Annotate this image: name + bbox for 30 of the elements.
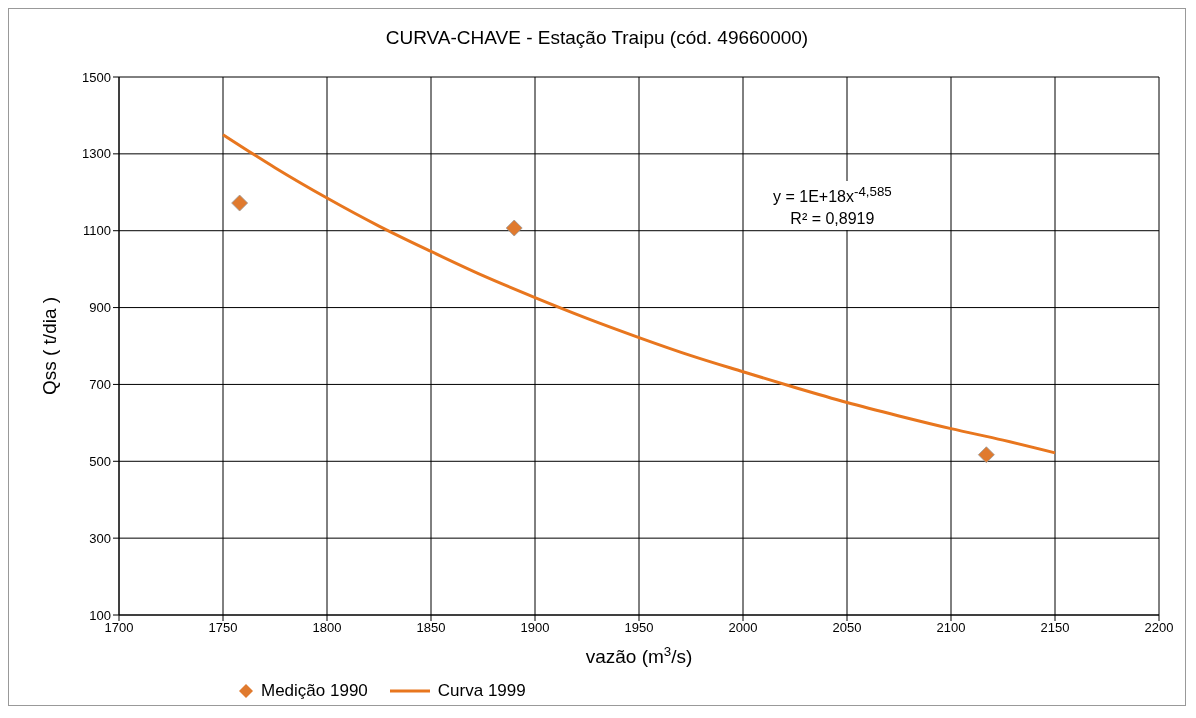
point (505, 219, 523, 237)
x-tick-label: 2100 (936, 620, 966, 636)
x-tick-label: 2050 (832, 620, 862, 636)
annotation: y = 1E+18x$^{-4,585}$ (773, 183, 892, 208)
x-axis-title: vazão (m$^{3}$/s) (585, 643, 693, 667)
x-tick-label: 1900 (520, 620, 550, 636)
line-series (221, 133, 1057, 455)
y-tick-label: 300 (89, 530, 111, 546)
y-tick-label: 1500 (82, 69, 111, 85)
y-tick-label: 1300 (82, 146, 111, 162)
legend-label: Curva 1999 (437, 681, 526, 701)
annotation: R² = 0,8919 (789, 209, 876, 230)
x-tick-label: 2150 (1040, 620, 1070, 636)
legend-label: Medição 1990 (261, 681, 368, 701)
y-tick-label: 700 (89, 377, 111, 393)
x-tick-label: 1750 (208, 620, 238, 636)
y-tick-label: 900 (89, 300, 111, 316)
x-tick-label: 1700 (104, 620, 134, 636)
y-axis-title: Qss ( t/dia ) (38, 296, 60, 396)
x-tick-label: 2000 (728, 620, 758, 636)
point (977, 446, 995, 464)
y-tick-label: 500 (89, 453, 111, 469)
x-tick-label: 1850 (416, 620, 446, 636)
y-tick-label: 100 (89, 607, 111, 623)
point (231, 194, 249, 212)
x-tick-label: 1950 (624, 620, 654, 636)
x-tick-label: 2200 (1144, 620, 1174, 636)
chart-title: CURVA-CHAVE - Estação Traipu (cód. 49660000) (384, 27, 810, 49)
x-tick-label: 1800 (312, 620, 342, 636)
y-tick-label: 1100 (83, 223, 111, 239)
